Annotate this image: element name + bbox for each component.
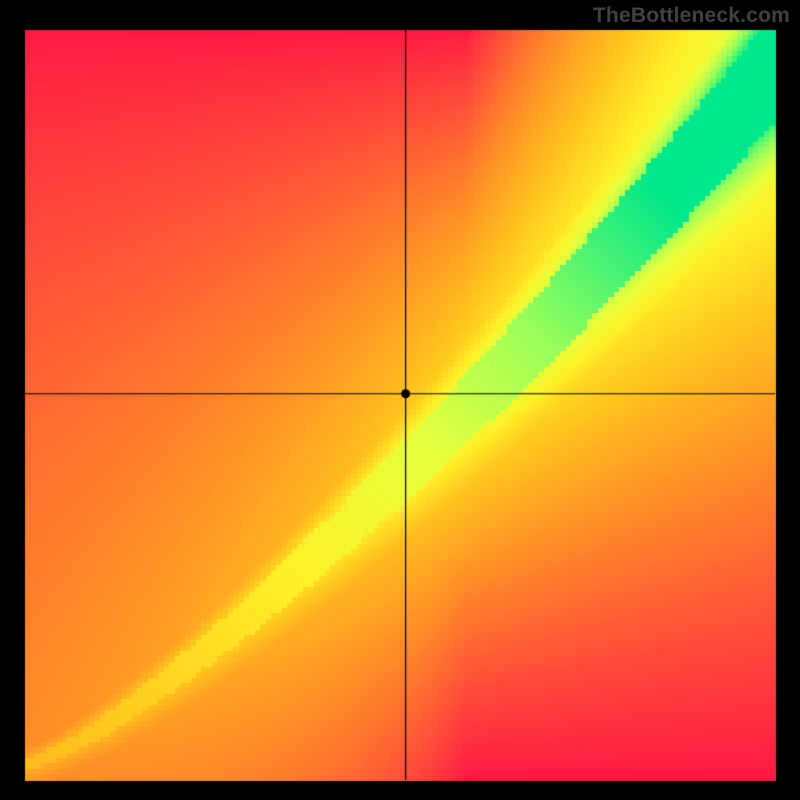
- watermark-text: TheBottleneck.com: [593, 4, 790, 28]
- bottleneck-heatmap-canvas: [0, 0, 800, 800]
- chart-container: TheBottleneck.com: [0, 0, 800, 800]
